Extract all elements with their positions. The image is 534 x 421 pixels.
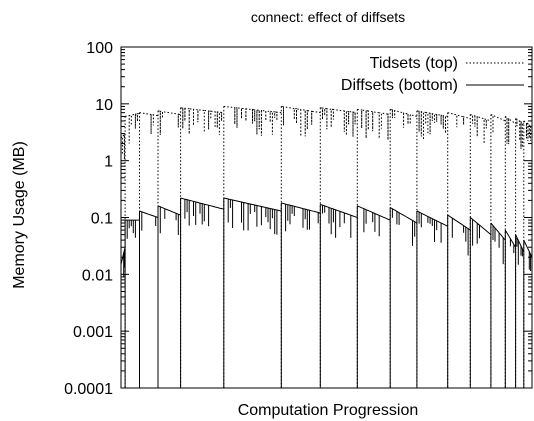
- diffsets-line-segment: [281, 202, 321, 232]
- tidsets-line-segment: [125, 112, 140, 144]
- diffsets-line-segment: [515, 234, 525, 265]
- chart-title: connect: effect of diffsets: [251, 9, 405, 25]
- legend-label: Diffsets (bottom): [341, 77, 458, 94]
- diffsets-line-segment: [125, 219, 140, 239]
- tidsets-line-segment: [357, 108, 391, 140]
- y-tick-label: 10: [95, 97, 113, 114]
- legend: Tidsets (top) Diffsets (bottom): [341, 55, 524, 94]
- tidsets-line-segment: [523, 120, 533, 142]
- tidsets-line-segment: [157, 110, 181, 135]
- diffsets-line-segment: [389, 207, 418, 246]
- tidsets-line-segment: [505, 115, 516, 145]
- diffsets-line-segment: [469, 217, 492, 246]
- x-axis-label: Computation Progression: [238, 402, 419, 419]
- diffsets-line-segment: [320, 203, 358, 238]
- diffsets-line-segment: [504, 229, 517, 254]
- diffsets-line-segment: [357, 205, 391, 237]
- y-axis-label: Memory Usage (MB): [11, 141, 28, 289]
- tidsets-line-segment: [281, 105, 321, 137]
- plot-frame: [120, 46, 533, 389]
- diffsets-line-segment: [120, 247, 126, 277]
- diffsets-line-segment: [523, 239, 533, 271]
- tidsets-line-segment: [139, 112, 159, 135]
- tidsets-line-segment: [223, 105, 282, 136]
- tidsets-line-segment: [515, 118, 525, 149]
- diffsets-line-segment: [447, 214, 471, 256]
- tidsets-line-segment: [490, 114, 506, 133]
- tidsets-line-segment: [120, 132, 126, 160]
- diffsets-line-segment: [223, 197, 282, 235]
- diffsets-line-segment: [416, 210, 448, 243]
- y-tick-label: 100: [86, 40, 113, 57]
- tidsets-line-segment: [390, 108, 418, 128]
- y-tick-label: 1: [104, 154, 113, 171]
- tidsets-line-segment: [470, 114, 492, 144]
- y-tick-label: 0.0001: [64, 381, 113, 398]
- y-tick-label: 0.1: [91, 211, 113, 228]
- diffsets-line-segment: [157, 205, 181, 235]
- tidsets-line-segment: [320, 107, 358, 137]
- y-tick-label: 0.01: [82, 267, 113, 284]
- diffsets-line-segment: [139, 210, 159, 231]
- y-axis-ticks: 0.0001 0.001 0.01 0.1 1 10 100: [64, 40, 532, 398]
- legend-label: Tidsets (top): [370, 55, 458, 72]
- diffsets-line-segment: [180, 197, 224, 227]
- tidsets-line-segment: [416, 110, 448, 140]
- plot-area: [120, 105, 533, 388]
- tidsets-line-segment: [447, 112, 471, 128]
- diffsets-line-segment: [490, 222, 506, 265]
- tidsets-line-segment: [180, 107, 224, 136]
- y-tick-label: 0.001: [73, 324, 113, 341]
